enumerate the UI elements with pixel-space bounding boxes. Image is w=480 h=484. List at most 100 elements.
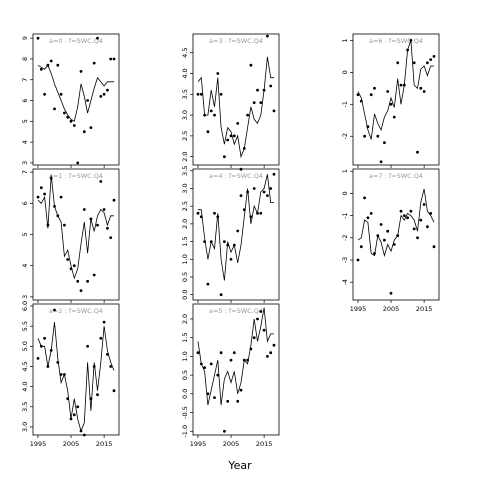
data-point — [213, 396, 216, 399]
data-point — [89, 126, 93, 129]
data-point — [236, 122, 240, 125]
data-point — [66, 115, 70, 119]
data-point — [256, 88, 259, 92]
data-point — [79, 289, 83, 292]
data-point — [66, 397, 70, 401]
fit-line — [357, 40, 434, 140]
y-tick-label: 1.0 — [181, 351, 189, 361]
data-point — [196, 351, 200, 355]
x-tick-label: 1995 — [30, 440, 47, 448]
data-point — [209, 240, 213, 244]
x-tick-label: 2015 — [256, 440, 273, 448]
panel-frame — [32, 303, 120, 436]
y-tick-label: 5 — [21, 232, 29, 236]
data-point — [373, 86, 376, 90]
y-tick-label: 0.0 — [181, 389, 189, 399]
y-tick-label: 9 — [21, 36, 29, 40]
data-point — [86, 279, 89, 283]
panel-5: a=5 : f=SWC.Q4 -1.0 -0.5 0.0 0.5 1.0 1.5 2.0 199… — [181, 303, 280, 448]
data-point — [112, 389, 116, 393]
y-tick-label: 1.5 — [181, 236, 189, 246]
panel-frame — [192, 303, 280, 436]
data-point — [102, 320, 106, 324]
data-point — [219, 351, 223, 355]
data-point — [49, 349, 53, 352]
y-tick-label: -3 — [341, 257, 349, 263]
fit-line — [37, 64, 114, 122]
data-point — [389, 291, 393, 295]
fit-line — [198, 174, 274, 281]
data-point — [386, 229, 390, 233]
data-point — [112, 198, 116, 202]
data-point — [76, 405, 80, 409]
data-point — [259, 211, 263, 215]
data-point — [43, 92, 46, 96]
data-point — [386, 90, 390, 93]
panel-title: a=5 : f=SWC.Q4 — [209, 307, 263, 315]
y-tick-label: 5.0 — [21, 341, 29, 351]
panel-frame — [352, 168, 440, 301]
data-point — [199, 92, 203, 96]
data-point — [402, 83, 406, 87]
y-tick-label: 2.5 — [181, 131, 189, 141]
data-point — [412, 61, 416, 65]
data-point — [272, 343, 276, 347]
y-tick-label: -0.5 — [181, 406, 189, 419]
y-tick-label: 1 — [341, 38, 349, 42]
data-point — [373, 252, 376, 255]
data-point — [399, 83, 403, 87]
data-point — [379, 160, 383, 164]
data-point — [203, 366, 207, 369]
data-point — [102, 208, 106, 211]
data-point — [39, 186, 43, 190]
data-point — [49, 59, 53, 63]
panel-title: a=3 : f=SWC.Q4 — [209, 37, 263, 45]
y-tick-label: -2 — [341, 235, 349, 241]
y-tick-label: 3.0 — [21, 422, 29, 432]
y-tick-label: -1.0 — [181, 425, 189, 438]
data-point — [206, 282, 210, 286]
data-point — [59, 195, 63, 199]
y-tick-label: 4 — [21, 140, 29, 144]
data-point — [72, 413, 76, 417]
data-point — [199, 362, 203, 366]
data-point — [259, 310, 263, 313]
data-point — [216, 373, 220, 377]
data-point — [236, 399, 240, 403]
data-point — [426, 61, 429, 65]
x-tick-label: 2005 — [383, 305, 400, 313]
data-point — [242, 147, 246, 150]
data-point — [53, 205, 56, 208]
data-point — [46, 223, 50, 227]
data-point — [92, 61, 96, 65]
data-point — [89, 397, 93, 401]
y-tick-label: 2.0 — [181, 152, 189, 162]
y-tick-label: 3.5 — [21, 402, 29, 412]
panel-title: a=1 : f=SWC.Q4 — [49, 172, 103, 180]
data-point — [82, 208, 86, 211]
y-tick-label: 3 — [21, 295, 29, 299]
data-point — [416, 150, 419, 154]
data-point — [266, 355, 269, 358]
data-point — [43, 192, 46, 196]
data-point — [242, 358, 246, 362]
data-point — [396, 234, 400, 238]
data-point — [236, 229, 240, 233]
data-point — [76, 161, 80, 165]
data-point — [226, 399, 230, 403]
y-tick-label: -2 — [341, 133, 349, 139]
data-point — [252, 101, 256, 104]
data-point — [46, 63, 50, 67]
data-point — [63, 223, 66, 227]
y-tick-label: 8 — [21, 57, 29, 61]
data-point — [432, 245, 436, 249]
data-point — [259, 101, 263, 104]
x-tick-label: 2005 — [63, 440, 80, 448]
y-tick-label: 4.0 — [181, 68, 189, 78]
data-point — [366, 216, 370, 220]
data-point — [269, 84, 273, 88]
data-point — [209, 109, 213, 113]
